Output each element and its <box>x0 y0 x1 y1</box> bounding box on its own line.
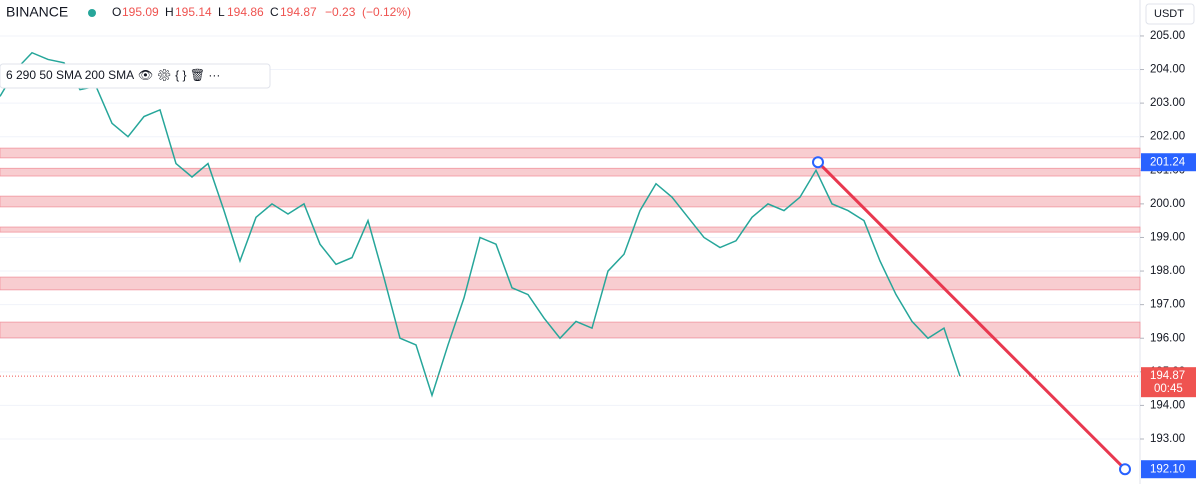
indicator-label: 6 290 50 SMA 200 SMA <box>6 68 134 82</box>
zone <box>0 226 1141 233</box>
currency-button[interactable] <box>1145 3 1195 25</box>
zone <box>0 321 1141 339</box>
indicator-icons[interactable]: 👁 ⚙ { } 🗑 ··· <box>138 68 220 82</box>
y-tick-label: 200.00 <box>1150 198 1185 210</box>
symbol: BINANCE <box>6 4 68 20</box>
zone <box>0 195 1141 208</box>
close: 194.87 <box>280 5 317 19</box>
change-pct: (−0.12%) <box>362 5 411 19</box>
price-line <box>0 51 961 398</box>
y-tick-label: 202.00 <box>1150 131 1185 143</box>
close-label: C <box>270 5 279 19</box>
low: 194.86 <box>227 5 264 19</box>
open-label: O <box>112 5 121 19</box>
trend-line <box>816 161 1127 471</box>
high: 195.14 <box>175 5 212 19</box>
y-tick-label: 193.00 <box>1150 433 1185 445</box>
price-tag-label: 201.24 <box>1150 156 1186 168</box>
trend-handle <box>812 156 824 169</box>
y-tick-label: 199.00 <box>1150 231 1185 243</box>
low-label: L <box>218 5 225 19</box>
y-tick-label: 203.00 <box>1150 97 1185 109</box>
currency: USDT <box>1154 8 1184 20</box>
price-tag-label: 194.87 <box>1150 370 1185 382</box>
price-tag-label: 192.10 <box>1150 463 1185 475</box>
price-tag <box>1141 460 1196 479</box>
zone <box>0 276 1141 291</box>
zone <box>0 147 1141 159</box>
y-tick-label: 198.00 <box>1150 265 1185 277</box>
indicator-box[interactable] <box>0 63 271 89</box>
open: 195.09 <box>122 5 159 19</box>
price-tag <box>1141 367 1196 398</box>
high-label: H <box>165 5 174 19</box>
y-tick-label: 196.00 <box>1150 332 1185 344</box>
countdown: 00:45 <box>1154 383 1183 395</box>
header: BINANCE O 195.09 H 195.14 L 194.86 C 194… <box>0 3 1195 89</box>
trend-handle <box>1119 463 1131 476</box>
y-tick-label: 205.00 <box>1150 30 1185 42</box>
y-tick-label: 197.00 <box>1150 299 1185 311</box>
y-tick-label: 194.00 <box>1150 399 1185 411</box>
price-tag <box>1141 153 1196 172</box>
plot: 193.00194.00195.00196.00197.00198.00199.… <box>0 30 1196 479</box>
zone <box>0 167 1141 177</box>
status-dot <box>88 9 96 17</box>
change: −0.23 <box>325 5 356 19</box>
y-tick-label: 204.00 <box>1150 64 1185 76</box>
